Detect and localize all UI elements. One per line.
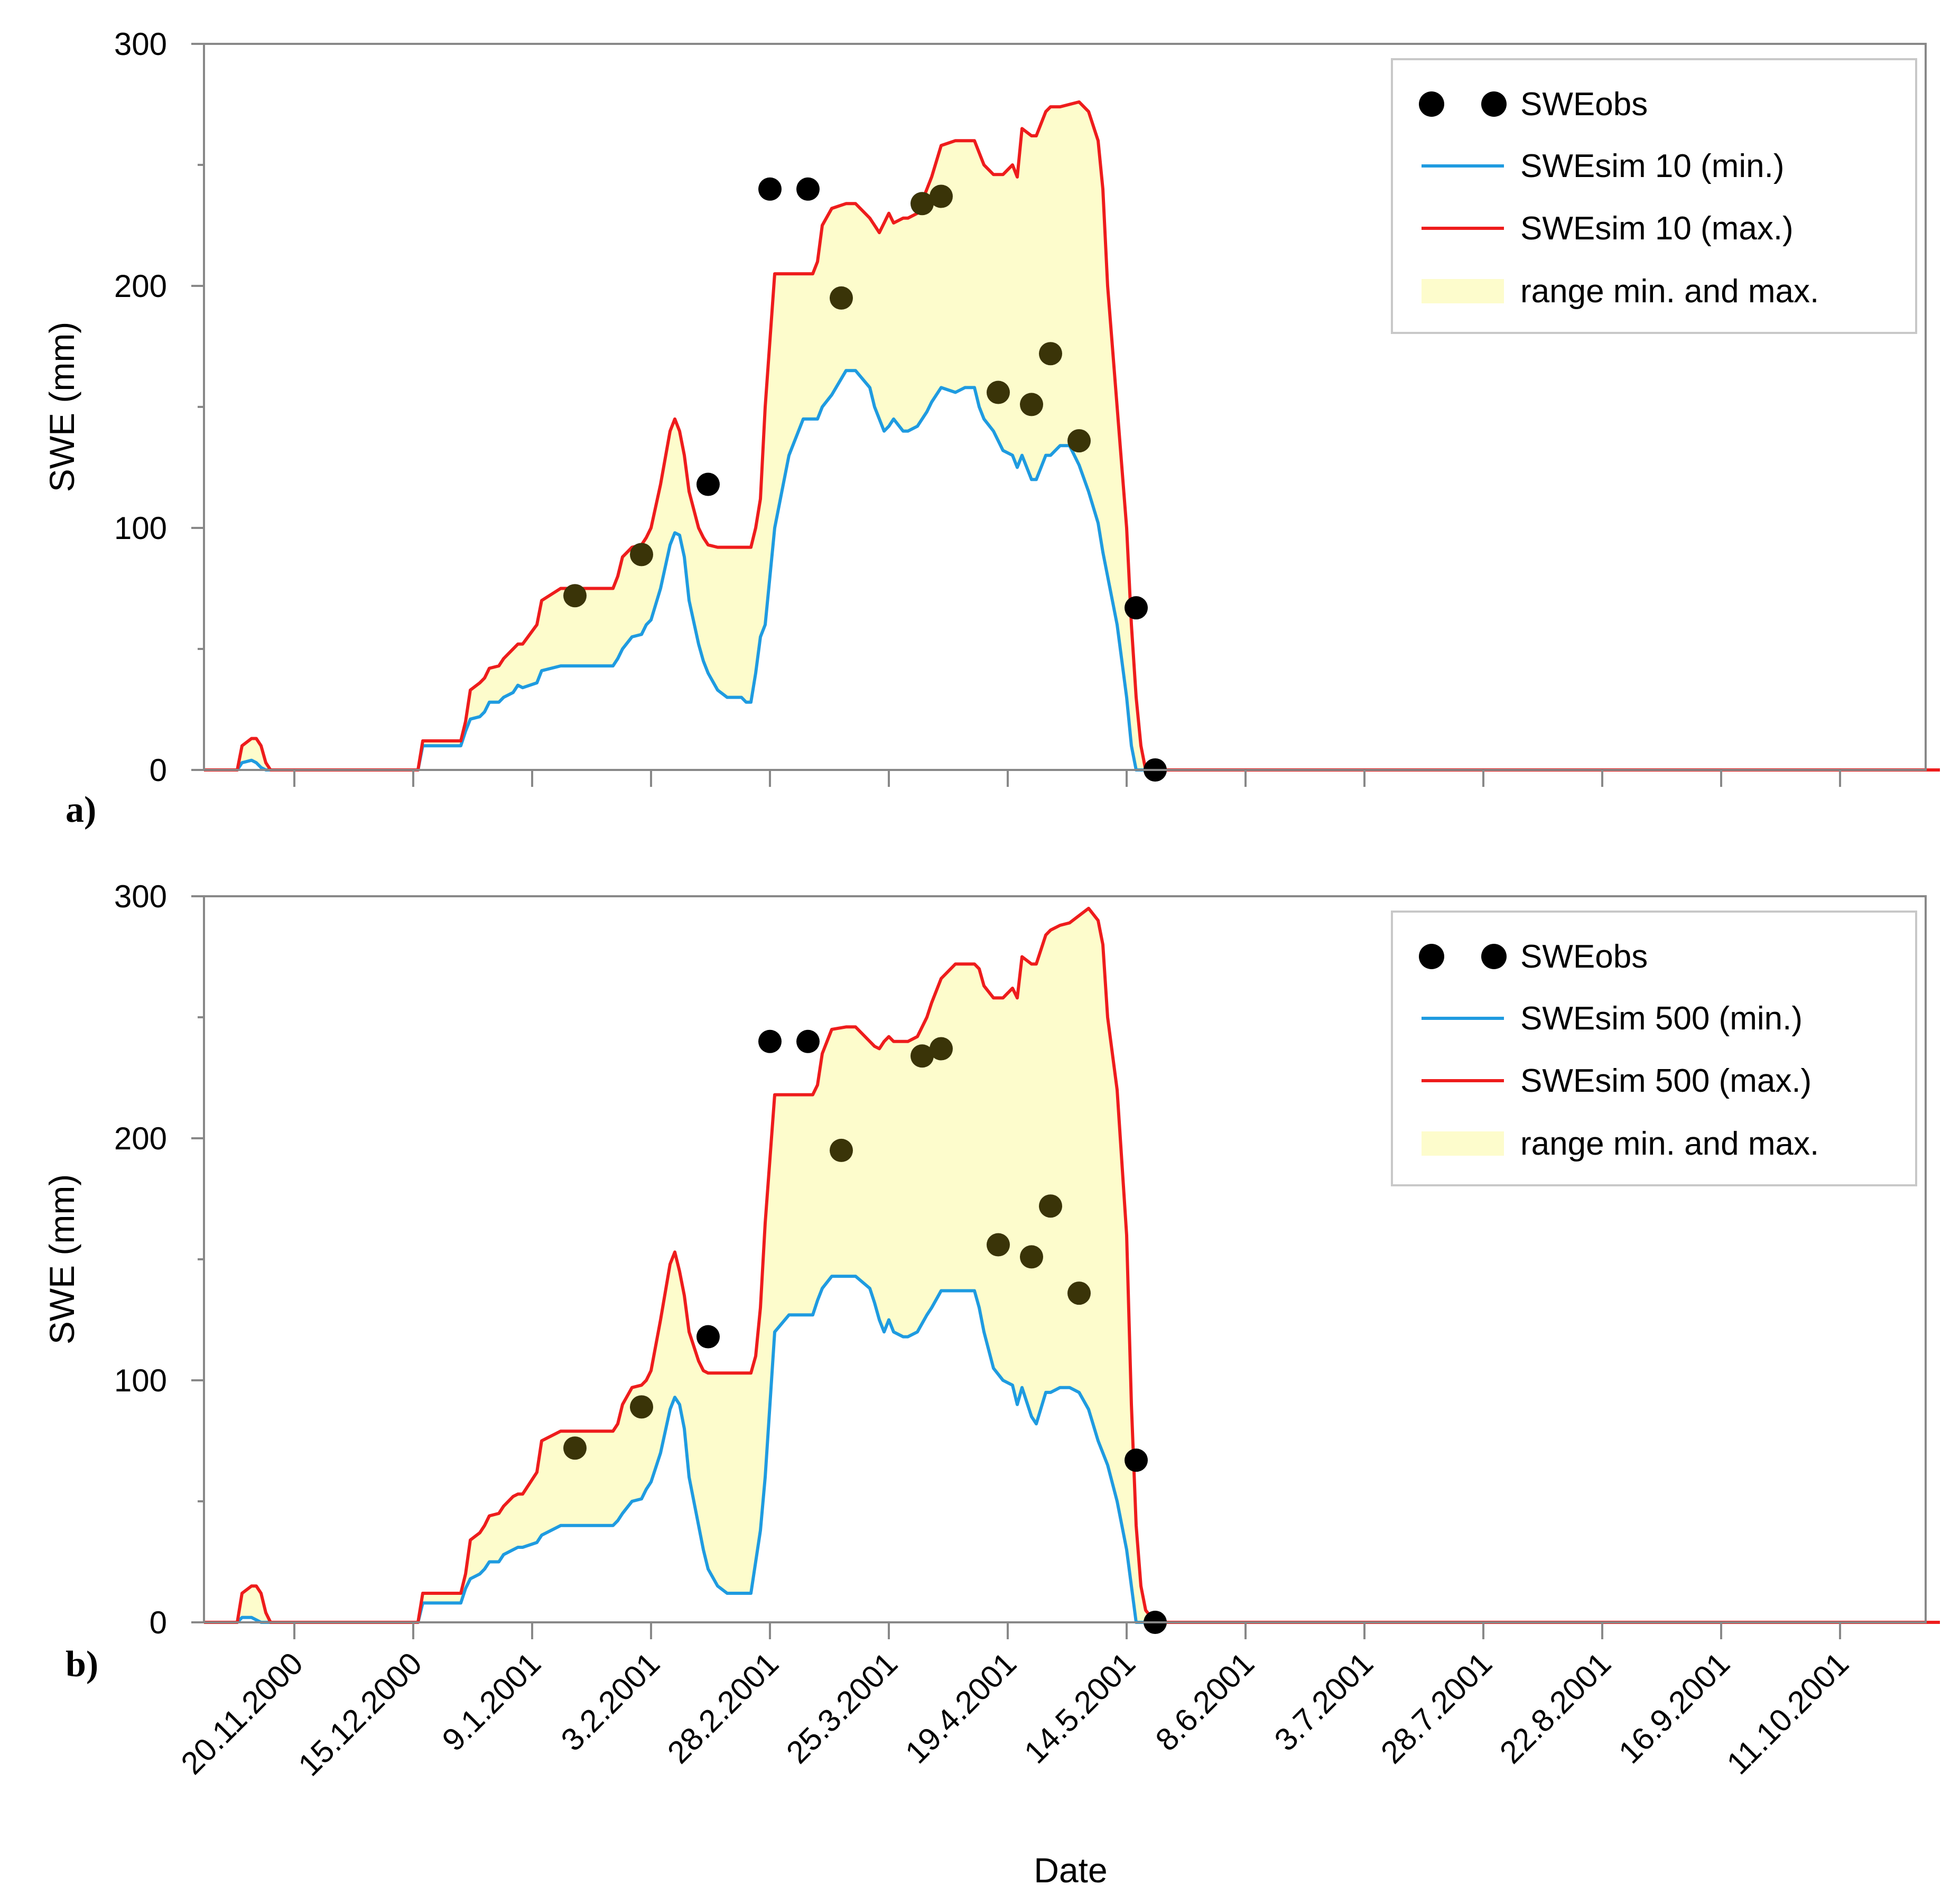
panel-a-y-ticks <box>191 43 204 771</box>
panel-a-label: a) <box>66 790 96 830</box>
panel-b-legend-min-label: SWEsim 500 (min.) <box>1520 1000 1803 1037</box>
x-tick-label: 20.11.2000 <box>174 1646 310 1781</box>
panel-b-legend-obs-label: SWEobs <box>1520 939 1648 975</box>
panel-b-ytick-100: 100 <box>114 1363 167 1398</box>
panel-b-min-line <box>204 1275 1940 1624</box>
obs-point <box>930 1037 953 1061</box>
x-tick-label: 3.2.2001 <box>554 1646 667 1758</box>
panel-b-x-ticks <box>293 1622 1841 1639</box>
panel-a-legend-obs-label: SWEobs <box>1520 86 1648 123</box>
panel-b-obs-points <box>563 1029 1167 1634</box>
panel-a-legend: SWEobs SWEsim 10 (min.) SWEsim 10 (max.)… <box>1391 58 1917 334</box>
panel-b-ytick-300: 300 <box>114 879 167 914</box>
panel-a-legend-range-label: range min. and max. <box>1520 273 1819 310</box>
panel-a-ytick-100: 100 <box>114 510 167 546</box>
obs-point <box>758 177 782 201</box>
obs-point <box>1067 1281 1091 1305</box>
x-axis-title: Date <box>1034 1851 1107 1890</box>
panel-a-legend-obs-marker-1 <box>1419 91 1444 117</box>
panel-b-legend-range-label: range min. and max. <box>1520 1126 1819 1162</box>
panel-b-label: b) <box>66 1644 98 1685</box>
panel-a-max-line <box>204 100 1940 772</box>
panel-a-y-axis-title: SWE (mm) <box>42 322 81 493</box>
obs-point <box>987 1233 1010 1257</box>
panel-b-ytick-0: 0 <box>150 1605 167 1640</box>
panel-b-ytick-200: 200 <box>114 1121 167 1156</box>
obs-point <box>630 1395 653 1419</box>
obs-point <box>796 177 820 201</box>
panel-a: 300 200 100 0 SWE (mm) a) SWEobs SWEsim … <box>42 26 1940 830</box>
panel-b: 300 200 100 0 SWE (mm) b) 20.11.200015.1… <box>42 879 1940 1890</box>
x-tick-label: 16.9.2001 <box>1612 1646 1736 1770</box>
panel-a-ytick-200: 200 <box>114 268 167 304</box>
obs-point <box>796 1029 820 1053</box>
panel-b-range-fill <box>204 908 1940 1622</box>
x-tick-label: 9.1.2001 <box>435 1646 548 1758</box>
obs-point <box>1125 1448 1148 1472</box>
x-tick-label: 14.5.2001 <box>1017 1646 1142 1770</box>
x-tick-label: 19.4.2001 <box>898 1646 1023 1770</box>
panel-a-ytick-300: 300 <box>114 26 167 62</box>
obs-point <box>830 286 853 310</box>
obs-point <box>758 1029 782 1053</box>
panel-b-legend-obs-marker-1 <box>1419 944 1444 969</box>
obs-point <box>1067 429 1091 453</box>
x-tick-label: 22.8.2001 <box>1493 1646 1618 1770</box>
x-tick-label: 28.2.2001 <box>661 1646 785 1770</box>
obs-point <box>911 1044 934 1068</box>
obs-point <box>911 192 934 216</box>
obs-point <box>1020 393 1043 416</box>
obs-point <box>563 1436 587 1460</box>
obs-point <box>563 584 587 608</box>
x-tick-label: 25.3.2001 <box>779 1646 904 1770</box>
panel-b-legend: SWEobs SWEsim 500 (min.) SWEsim 500 (max… <box>1391 911 1917 1186</box>
x-tick-label: 3.7.2001 <box>1268 1646 1380 1758</box>
panel-b-y-axis-title: SWE (mm) <box>42 1174 81 1345</box>
obs-point <box>1125 596 1148 620</box>
obs-point <box>696 1325 720 1349</box>
x-tick-label: 28.7.2001 <box>1374 1646 1499 1770</box>
panel-a-legend-obs-marker-2 <box>1481 91 1507 117</box>
panel-a-legend-max-label: SWEsim 10 (max.) <box>1520 210 1794 247</box>
panel-b-max-line <box>204 906 1940 1624</box>
obs-point <box>1039 342 1062 366</box>
panel-a-legend-range-swatch <box>1422 279 1504 303</box>
obs-point <box>930 184 953 208</box>
obs-point <box>987 380 1010 404</box>
obs-point <box>696 472 720 496</box>
panel-a-x-ticks <box>293 770 1841 787</box>
obs-point <box>830 1138 853 1162</box>
panel-b-legend-max-label: SWEsim 500 (max.) <box>1520 1063 1812 1099</box>
x-tick-label: 15.12.2000 <box>291 1646 429 1783</box>
x-tick-label: 8.6.2001 <box>1149 1646 1261 1758</box>
obs-point <box>1039 1194 1062 1218</box>
panel-a-ytick-0: 0 <box>150 753 167 788</box>
obs-point <box>1020 1245 1043 1269</box>
panel-a-legend-min-label: SWEsim 10 (min.) <box>1520 148 1784 184</box>
panel-b-y-ticks <box>191 895 204 1623</box>
panel-b-legend-obs-marker-2 <box>1481 944 1507 969</box>
x-tick-label: 11.10.2001 <box>1720 1646 1856 1781</box>
obs-point <box>630 543 653 566</box>
panel-a-min-line <box>204 369 1940 772</box>
panel-b-legend-range-swatch <box>1422 1131 1504 1156</box>
